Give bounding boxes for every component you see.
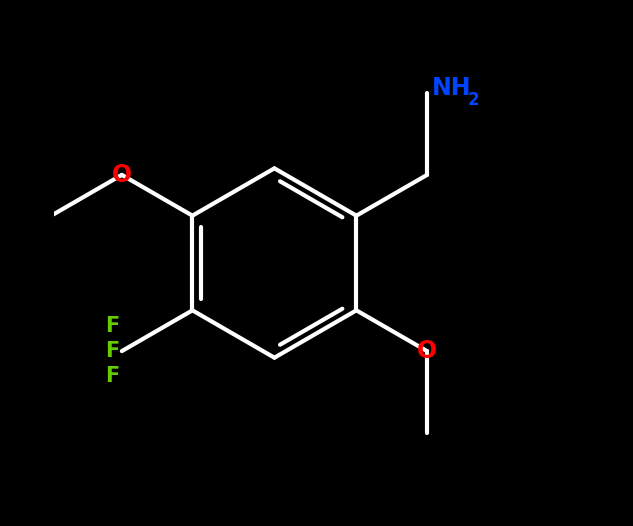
Text: F: F xyxy=(105,316,119,336)
Text: F: F xyxy=(105,366,119,387)
Text: F: F xyxy=(105,341,119,361)
Text: O: O xyxy=(112,163,132,187)
Text: 2: 2 xyxy=(468,90,480,109)
Text: NH: NH xyxy=(432,76,472,100)
Text: O: O xyxy=(417,339,437,363)
